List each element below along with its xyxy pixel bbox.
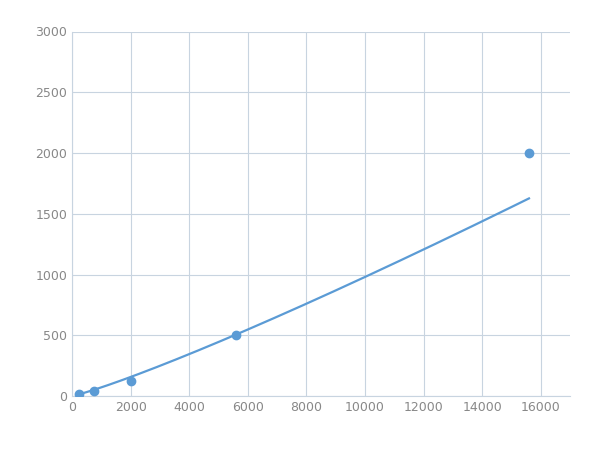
Point	[231, 332, 241, 339]
Point	[89, 387, 99, 395]
Point	[524, 149, 534, 157]
Point	[74, 390, 84, 397]
Point	[126, 378, 136, 385]
